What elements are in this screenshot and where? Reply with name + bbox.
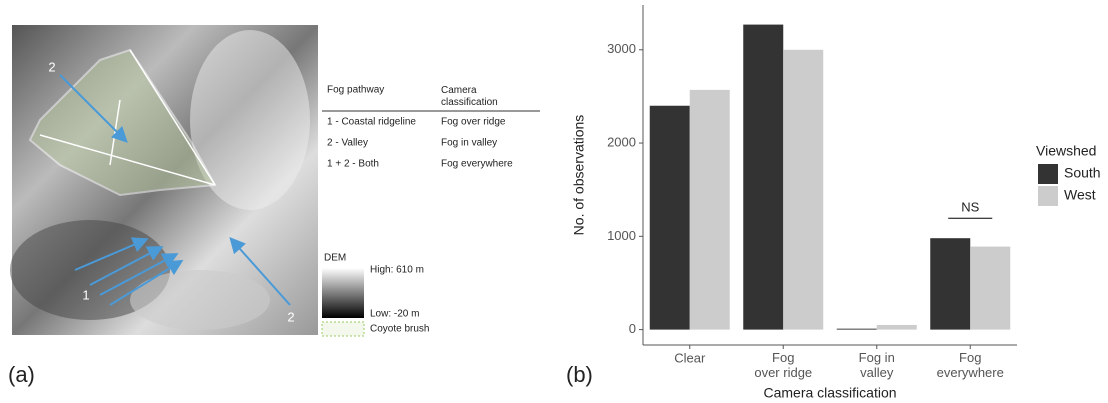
legend-swatch bbox=[1038, 186, 1058, 206]
bar bbox=[690, 90, 730, 330]
table-cell: 1 + 2 - Both bbox=[327, 159, 379, 170]
x-axis-title: Camera classification bbox=[763, 385, 896, 401]
table-cell: 1 - Coastal ridgeline bbox=[327, 117, 416, 128]
y-tick-label: 1000 bbox=[607, 228, 636, 243]
table-cell: 2 - Valley bbox=[327, 138, 368, 149]
y-axis-title: No. of observations bbox=[571, 115, 587, 236]
figure: (a) (b) 2 1 2 Fog pathway Cameraclassification… bbox=[0, 0, 1108, 403]
table-cell: Fog in valley bbox=[441, 138, 497, 149]
legend-label: West bbox=[1064, 187, 1096, 203]
bar bbox=[743, 25, 783, 330]
legend-label: Low: -20 m bbox=[370, 309, 419, 320]
legend-label: Coyote brush bbox=[370, 324, 429, 335]
map-label: 2 bbox=[287, 309, 294, 324]
annotation: NS bbox=[961, 200, 979, 215]
map-label: 2 bbox=[48, 59, 55, 74]
table-cell: Fog over ridge bbox=[441, 117, 506, 128]
table-header: Fog pathway bbox=[327, 85, 384, 96]
panel-label: (a) bbox=[8, 362, 35, 387]
bar bbox=[930, 238, 970, 329]
table-cell: Fog everywhere bbox=[441, 159, 513, 170]
bar bbox=[837, 329, 877, 330]
bar bbox=[877, 325, 917, 330]
bar bbox=[650, 106, 690, 330]
x-tick-label: Clear bbox=[674, 350, 706, 365]
y-tick-label: 3000 bbox=[607, 41, 636, 56]
map-label: 1 bbox=[82, 287, 89, 302]
panel-label: (b) bbox=[566, 362, 593, 387]
legend-swatch bbox=[1038, 164, 1058, 184]
legend-title: DEM bbox=[324, 253, 346, 264]
bar bbox=[970, 247, 1010, 330]
y-tick-label: 0 bbox=[629, 321, 636, 336]
y-tick-label: 2000 bbox=[607, 134, 636, 149]
legend-label: South bbox=[1064, 165, 1101, 181]
legend-title: Viewshed bbox=[1036, 143, 1096, 159]
bar bbox=[783, 50, 823, 330]
legend-label: High: 610 m bbox=[370, 265, 424, 276]
